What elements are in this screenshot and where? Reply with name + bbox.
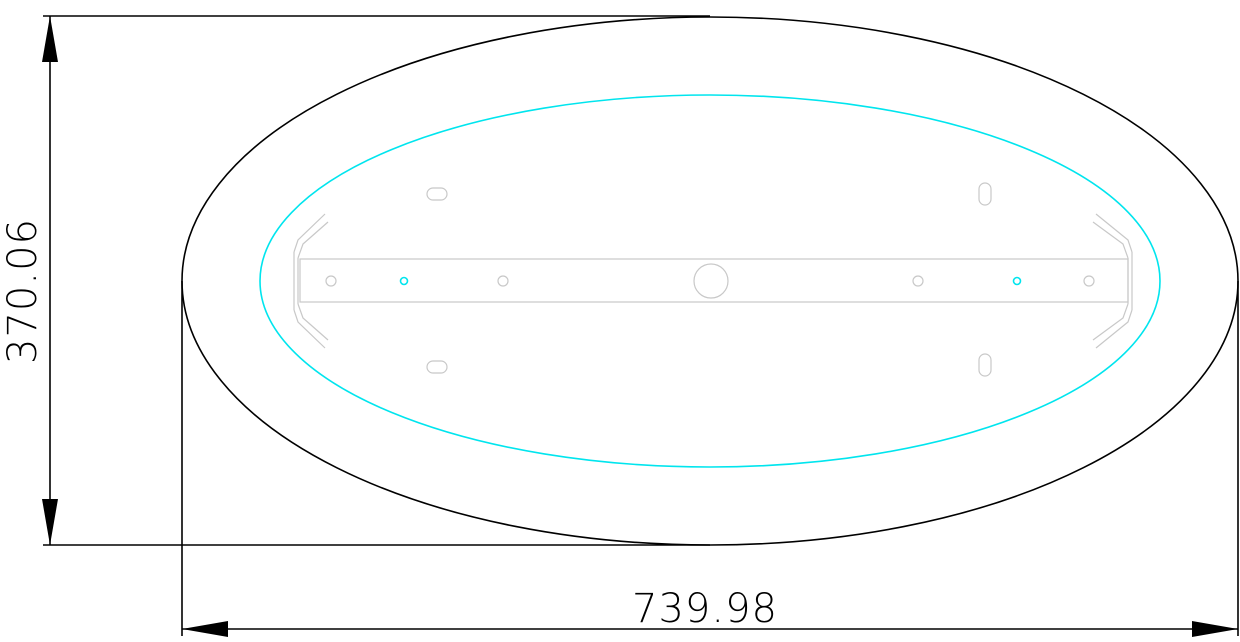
bracket-hole bbox=[1083, 275, 1095, 287]
width-dimension bbox=[181, 281, 1239, 636]
bracket-hole bbox=[325, 275, 337, 287]
bracket-center-hole bbox=[693, 263, 729, 299]
width-dimension-label: 739.98 bbox=[632, 586, 778, 632]
bracket-left-lower-arm-inner bbox=[297, 303, 329, 341]
bracket-left-upper-arm-inner bbox=[297, 221, 329, 259]
arrowhead-right bbox=[1192, 621, 1238, 637]
height-dimension-label: 370.06 bbox=[0, 218, 46, 364]
cyan-hole-left bbox=[399, 276, 409, 286]
cyan-hole-right bbox=[1012, 276, 1022, 286]
mounting-bracket bbox=[293, 182, 1133, 377]
outer-ellipse bbox=[181, 16, 1239, 546]
bracket-right-upper-arm bbox=[1095, 213, 1133, 253]
slot-left-bottom bbox=[426, 360, 448, 374]
inner-ellipse bbox=[259, 94, 1161, 468]
bracket-hole bbox=[497, 275, 509, 287]
bracket-hole bbox=[912, 275, 924, 287]
bracket-right-lower-arm-inner bbox=[1092, 303, 1129, 341]
arrowhead-down bbox=[42, 499, 58, 545]
slot-right-top bbox=[978, 182, 992, 206]
arrowhead-up bbox=[42, 16, 58, 62]
slot-right-bottom bbox=[978, 353, 992, 377]
bracket-right-upper-arm-inner bbox=[1092, 221, 1129, 259]
bracket-bar bbox=[299, 258, 1129, 303]
bracket-left-lower-arm bbox=[293, 309, 326, 349]
arrowhead-left bbox=[182, 621, 228, 637]
height-dimension bbox=[43, 15, 710, 546]
bracket-left-upper-arm bbox=[293, 213, 326, 253]
slot-left-top bbox=[426, 187, 448, 201]
bracket-right-lower-arm bbox=[1095, 309, 1133, 349]
